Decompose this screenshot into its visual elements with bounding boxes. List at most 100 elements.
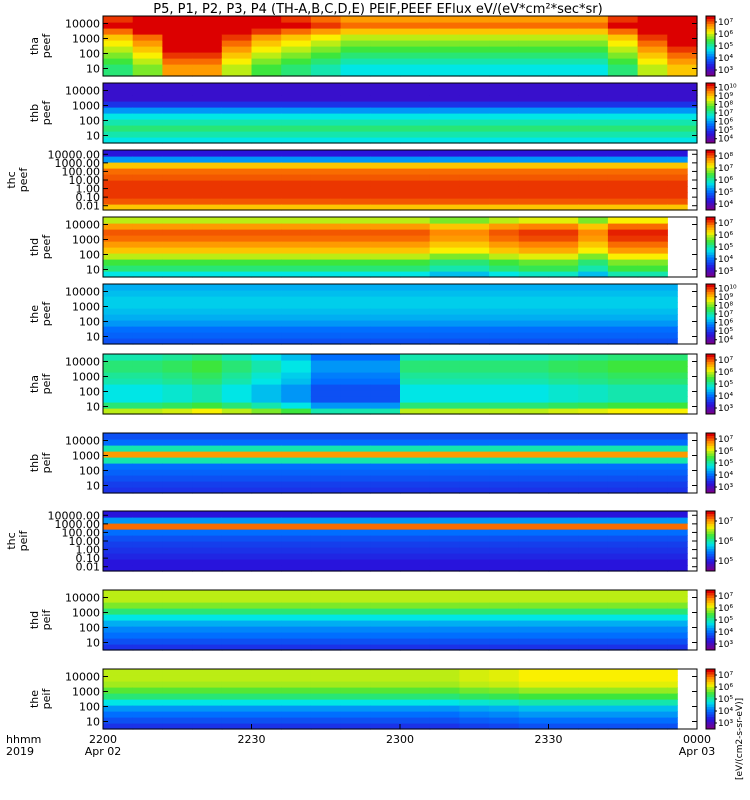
heatmap-cell xyxy=(162,681,193,688)
heatmap-cell xyxy=(340,354,371,361)
heatmap-cell xyxy=(340,137,371,144)
colorbar-segment xyxy=(706,483,715,486)
heatmap-cell xyxy=(667,559,688,566)
heatmap-cell xyxy=(132,52,163,59)
heatmap-cell xyxy=(192,150,223,157)
heatmap-cell xyxy=(251,271,282,278)
heatmap-cell xyxy=(607,253,639,260)
heatmap-cell xyxy=(667,308,678,315)
heatmap-cell xyxy=(103,284,134,291)
heatmap-cell xyxy=(578,517,609,524)
heatmap-cell xyxy=(429,217,460,224)
heatmap-cell xyxy=(281,541,312,548)
heatmap-cell xyxy=(162,64,193,71)
heatmap-cell xyxy=(251,162,282,169)
heatmap-cell xyxy=(400,28,431,35)
heatmap-cell xyxy=(251,332,282,339)
colorbar-segment xyxy=(706,625,715,628)
heatmap-cell xyxy=(489,481,520,488)
heatmap-cell xyxy=(103,523,134,530)
heatmap-cell xyxy=(281,168,312,175)
heatmap-cell xyxy=(548,602,579,609)
heatmap-cell xyxy=(400,523,431,530)
colorbar-segment xyxy=(706,123,715,126)
heatmap-cell xyxy=(400,302,431,309)
heatmap-cell xyxy=(400,384,431,391)
heatmap-cell xyxy=(548,46,579,53)
heatmap-cell xyxy=(667,101,698,108)
heatmap-cell xyxy=(281,475,312,482)
panel-ylabel: thapeef xyxy=(28,33,53,59)
heatmap-cell xyxy=(637,354,668,361)
heatmap-cell xyxy=(667,360,688,367)
heatmap-cell xyxy=(607,384,639,391)
heatmap-cell xyxy=(459,378,490,385)
heatmap-cell xyxy=(132,614,163,621)
heatmap-cell xyxy=(162,156,193,163)
heatmap-cell xyxy=(578,204,609,211)
heatmap-cell xyxy=(162,511,193,518)
heatmap-cell xyxy=(518,186,550,193)
heatmap-cell xyxy=(370,620,401,627)
heatmap-cell xyxy=(132,198,163,205)
heatmap-cell xyxy=(370,290,401,297)
heatmap-cell xyxy=(637,40,668,47)
heatmap-cell xyxy=(251,70,282,77)
colorbar-segment xyxy=(706,120,715,124)
heatmap-cell xyxy=(310,469,342,476)
heatmap-cell xyxy=(548,511,579,518)
heatmap-cell xyxy=(459,638,490,645)
heatmap-cell xyxy=(459,156,490,163)
heatmap-cell xyxy=(340,259,371,266)
heatmap-cell xyxy=(103,559,134,566)
heatmap-cell xyxy=(667,284,678,291)
colorbar-segment xyxy=(706,490,715,494)
heatmap-cell xyxy=(370,229,401,236)
heatmap-cell xyxy=(221,198,253,205)
heatmap-cell xyxy=(459,308,490,315)
heatmap-cell xyxy=(103,265,134,272)
heatmap-cell xyxy=(192,241,223,248)
heatmap-cell xyxy=(607,541,639,548)
heatmap-cell xyxy=(400,590,431,597)
heatmap-cell xyxy=(400,541,431,548)
colorbar-segment xyxy=(706,170,715,173)
heatmap-cell xyxy=(370,64,401,71)
colorbar-segment xyxy=(706,140,715,144)
heatmap-cell xyxy=(429,511,460,518)
colorbar-segment xyxy=(706,274,715,278)
heatmap-cell xyxy=(518,271,550,278)
colorbar-tick-label: 10⁷ xyxy=(718,219,733,229)
colorbar-segment xyxy=(706,262,715,265)
heatmap-cell xyxy=(429,107,460,114)
heatmap-cell xyxy=(310,192,342,199)
heatmap-cell xyxy=(607,265,639,272)
heatmap-cell xyxy=(132,302,163,309)
heatmap-cell xyxy=(221,487,253,494)
heatmap-cell xyxy=(518,372,550,379)
heatmap-cell xyxy=(637,150,668,157)
heatmap-cell xyxy=(251,107,282,114)
heatmap-cell xyxy=(607,565,639,572)
heatmap-cell xyxy=(637,396,668,403)
heatmap-cell xyxy=(518,608,550,615)
heatmap-cell xyxy=(429,535,460,542)
heatmap-cell xyxy=(607,192,639,199)
heatmap-cell xyxy=(667,699,678,706)
heatmap-cell xyxy=(340,541,371,548)
heatmap-cell xyxy=(221,547,253,554)
heatmap-cell xyxy=(192,107,223,114)
heatmap-cell xyxy=(637,34,668,41)
heatmap-cell xyxy=(132,644,163,651)
colorbar-tick-label: 10⁵ xyxy=(718,380,733,390)
colorbar-segment xyxy=(706,379,715,382)
heatmap-cell xyxy=(607,95,639,102)
heatmap-cell xyxy=(429,547,460,554)
heatmap-cell xyxy=(548,284,579,291)
heatmap-cell xyxy=(192,354,223,361)
heatmap-cell xyxy=(221,89,253,96)
heatmap-cell xyxy=(667,644,688,651)
heatmap-cell xyxy=(132,40,163,47)
heatmap-cell xyxy=(132,223,163,230)
heatmap-cell xyxy=(103,180,134,187)
